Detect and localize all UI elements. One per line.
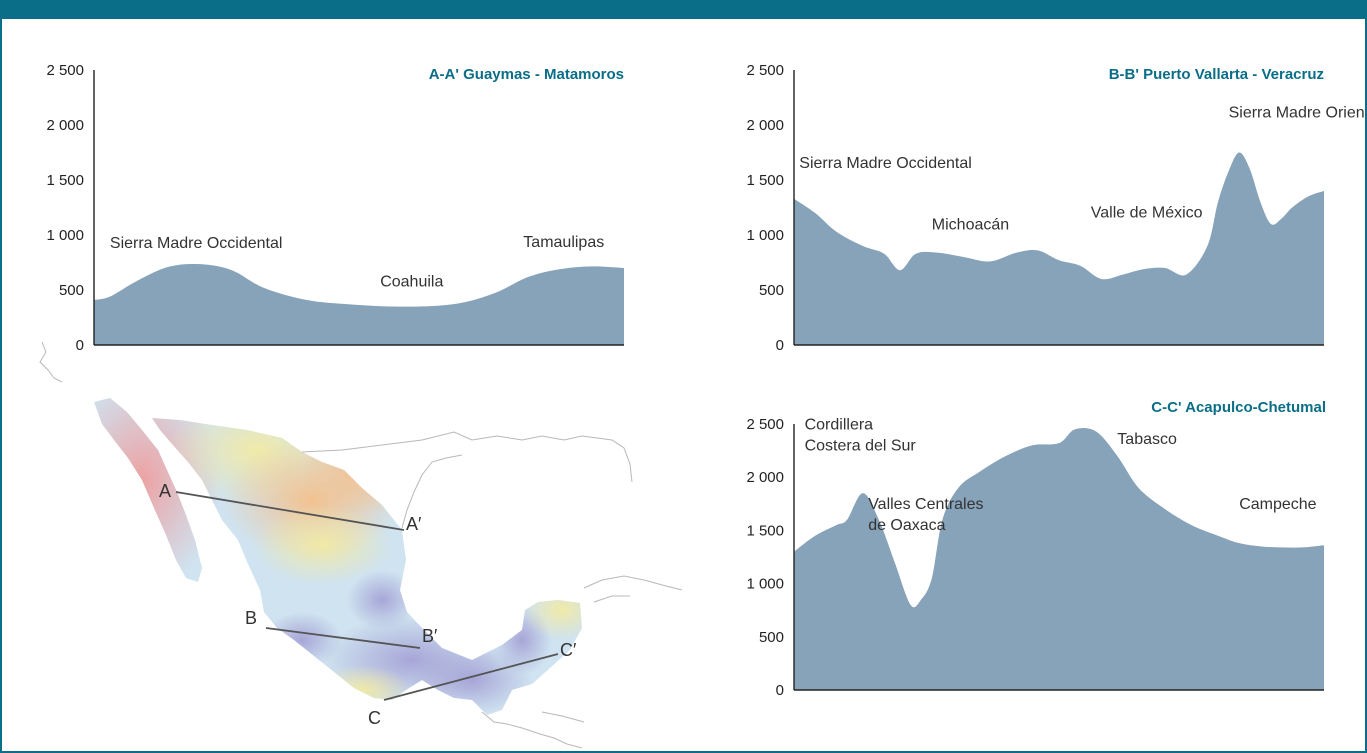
chart-a-ytick-label: 1 000 xyxy=(46,227,84,244)
map-label-c-prime: C′ xyxy=(560,640,577,660)
chart-c-annotation: Costera del Sur xyxy=(805,437,917,454)
section-line-b xyxy=(265,627,421,649)
chart-c-ytick-label: 2 000 xyxy=(746,469,784,486)
chart-b-ytick-label: 0 xyxy=(776,337,784,354)
chart-b-annotation: Michoacán xyxy=(932,217,1009,234)
chart-b-annotation: Sierra Madre Occidental xyxy=(799,155,972,172)
chart-a-annotation: Coahuila xyxy=(380,274,443,291)
header-bar xyxy=(2,0,1365,19)
chart-c-ytick-label: 2 500 xyxy=(746,416,784,433)
section-line-a xyxy=(175,491,405,531)
chart-b-area xyxy=(794,152,1324,345)
chart-b-ytick-label: 500 xyxy=(759,282,784,299)
elevation-field xyxy=(94,398,582,715)
chart-c: 0 500 1 000 1 500 2 000 2 500 C-C' Acapulco-C… xyxy=(746,399,1326,699)
chart-c-ytick-label: 1 000 xyxy=(746,576,784,593)
map-label-a-prime: A′ xyxy=(406,514,422,534)
chart-a-annotation: Tamaulipas xyxy=(523,234,604,251)
chart-a-ytick-label: 2 000 xyxy=(46,117,84,134)
map-label-b: B xyxy=(245,608,257,628)
chart-c-ytick-label: 500 xyxy=(759,629,784,646)
coastline-central-america xyxy=(481,711,585,749)
chart-c-annotation: Tabasco xyxy=(1117,431,1177,448)
chart-a-ytick-label: 0 xyxy=(76,337,84,354)
section-line-c xyxy=(383,653,559,701)
chart-b-title: B-B' Puerto Vallarta - Veracruz xyxy=(1109,66,1324,83)
chart-c-ytick-label: 0 xyxy=(776,682,784,699)
chart-b-ytick-label: 1 000 xyxy=(746,227,784,244)
chart-a-ytick-label: 2 500 xyxy=(46,62,84,79)
map-label-b-prime: B′ xyxy=(422,626,438,646)
chart-c-annotation: Campeche xyxy=(1239,496,1316,513)
chart-a-area xyxy=(94,263,624,345)
chart-c-annotation: Valles Centrales xyxy=(868,496,983,513)
chart-a-title: A-A' Guaymas - Matamoros xyxy=(429,66,624,83)
chart-a-ytick-label: 1 500 xyxy=(46,172,84,189)
chart-c-ytick-label: 1 500 xyxy=(746,522,784,539)
chart-c-annotation: Cordillera xyxy=(805,416,874,433)
map-label-c: C xyxy=(368,708,381,728)
map-label-a: A xyxy=(159,481,171,501)
chart-c-area xyxy=(794,427,1324,690)
chart-a-annotation: Sierra Madre Occidental xyxy=(110,235,283,252)
chart-b-ytick-label: 2 000 xyxy=(746,117,784,134)
chart-a-ytick-label: 500 xyxy=(59,282,84,299)
chart-b-ytick-label: 1 500 xyxy=(746,172,784,189)
chart-b-annotation: Valle de México xyxy=(1091,204,1203,221)
chart-c-annotation: de Oaxaca xyxy=(868,517,945,534)
chart-b-annotation: Sierra Madre Oriental xyxy=(1229,104,1367,121)
chart-a: 0 500 1 000 1 500 2 000 2 500 A-A' Guaymas - … xyxy=(46,62,624,354)
chart-c-title: C-C' Acapulco-Chetumal xyxy=(1151,399,1326,416)
chart-b-ytick-label: 2 500 xyxy=(746,62,784,79)
coastline-cuba xyxy=(583,575,683,603)
chart-b: 0 500 1 000 1 500 2 000 2 500 B-B' Puerto Val… xyxy=(746,62,1367,354)
coastline-usa xyxy=(39,341,633,529)
mexico-map: A A′ B B′ C C′ xyxy=(39,341,683,749)
